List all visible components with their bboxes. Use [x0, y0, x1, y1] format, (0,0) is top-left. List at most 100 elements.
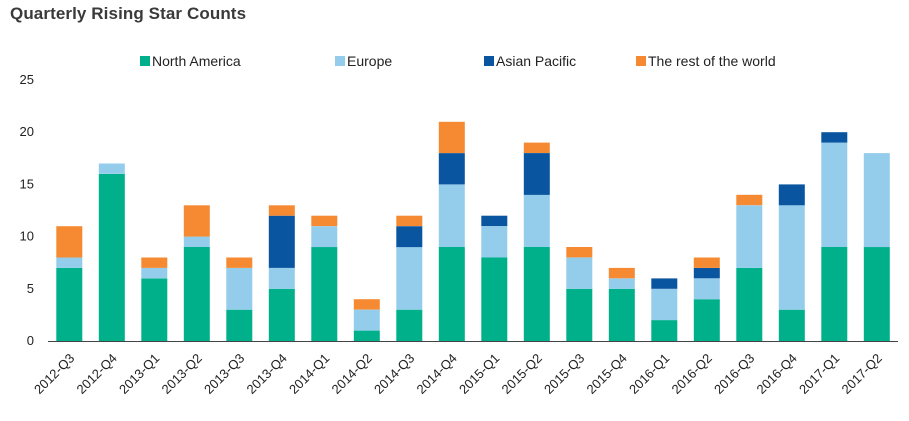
bar-segment — [268, 267, 295, 289]
x-tick-label: 2013-Q4 — [243, 351, 289, 397]
bar-segment — [141, 267, 168, 279]
bar-segment — [141, 278, 168, 341]
bar-segment — [438, 184, 465, 247]
x-tick-label: 2016-Q3 — [711, 351, 757, 397]
bar-segment — [651, 278, 678, 289]
x-tick-label: 2015-Q4 — [583, 351, 629, 397]
bar-segment — [396, 215, 423, 227]
y-tick-label: 25 — [20, 72, 34, 87]
x-tick-label: 2014-Q3 — [371, 351, 417, 397]
bar-segment — [523, 247, 550, 341]
bar-segment — [693, 278, 720, 300]
bar-segment — [183, 236, 210, 247]
bar-segment — [98, 163, 125, 174]
x-tick-label: 2013-Q3 — [201, 351, 247, 397]
bar-segment — [778, 184, 805, 206]
bar-segment — [481, 226, 508, 258]
bar-segment — [608, 288, 635, 341]
chart-title: Quarterly Rising Star Counts — [10, 4, 247, 23]
bar-segment — [651, 288, 678, 321]
legend-item-4: The rest of the world — [636, 53, 776, 69]
bar-segment — [183, 205, 210, 237]
legend-item-1: North America — [140, 53, 241, 69]
bar-segment — [778, 309, 805, 341]
bar-segment — [311, 247, 338, 341]
bar-segment — [353, 309, 380, 331]
bar-segment — [56, 226, 83, 258]
bar-segment — [438, 153, 465, 185]
bar-segment — [438, 247, 465, 341]
bar-segment — [778, 205, 805, 310]
bar-segment — [226, 257, 253, 268]
legend-label: North America — [152, 53, 241, 69]
x-tick-label: 2017-Q2 — [838, 351, 884, 397]
bar-segment — [226, 309, 253, 341]
x-tick-label: 2015-Q3 — [541, 351, 587, 397]
bar-segment — [311, 226, 338, 248]
y-tick-label: 0 — [27, 333, 34, 348]
bar-segment — [438, 121, 465, 154]
x-tick-label: 2014-Q2 — [328, 351, 374, 397]
bar-segment — [56, 257, 83, 268]
bar-segment — [396, 309, 423, 341]
y-tick-label: 5 — [27, 281, 34, 296]
x-tick-label: 2012-Q4 — [73, 351, 119, 397]
y-tick-label: 15 — [20, 176, 34, 191]
bar-segment — [566, 288, 593, 341]
bar-segment — [141, 257, 168, 268]
bar-segment — [523, 153, 550, 195]
bar-segment — [821, 142, 848, 247]
bar-segment — [566, 257, 593, 289]
bar-segment — [736, 194, 763, 206]
x-tick-label: 2016-Q4 — [753, 351, 799, 397]
y-tick-label: 20 — [20, 124, 34, 139]
bar-segment — [693, 299, 720, 341]
x-tick-label: 2016-Q2 — [668, 351, 714, 397]
bar-segment — [821, 247, 848, 341]
legend-swatch — [335, 56, 345, 66]
y-tick-label: 10 — [20, 229, 34, 244]
bar-segment — [268, 215, 295, 268]
bar-segment — [608, 267, 635, 279]
bar-segment — [693, 267, 720, 279]
bar-segment — [523, 194, 550, 247]
legend-label: Europe — [347, 53, 392, 69]
legend-swatch — [484, 56, 494, 66]
x-tick-label: 2014-Q4 — [413, 351, 459, 397]
bar-segment — [608, 278, 635, 289]
bar-segment — [183, 247, 210, 341]
legend-label: The rest of the world — [648, 53, 776, 69]
bar-segment — [736, 267, 763, 341]
bar-segment — [651, 320, 678, 341]
bar-segment — [353, 330, 380, 341]
legend-item-2: Europe — [335, 53, 392, 69]
x-tick-label: 2015-Q2 — [498, 351, 544, 397]
bar-segment — [693, 257, 720, 268]
bar-segment — [396, 226, 423, 248]
legend-label: Asian Pacific — [496, 53, 576, 69]
bar-segment — [863, 153, 890, 248]
bar-segment — [863, 247, 890, 341]
bar-segment — [396, 247, 423, 310]
bar-segment — [98, 174, 125, 341]
bar-segment — [481, 257, 508, 341]
bar-segment — [736, 205, 763, 268]
bar-segment — [566, 247, 593, 258]
x-tick-label: 2012-Q3 — [31, 351, 77, 397]
bar-segment — [821, 132, 848, 143]
x-tick-label: 2014-Q1 — [286, 351, 332, 397]
x-tick-label: 2015-Q1 — [456, 351, 502, 397]
bar-segment — [481, 215, 508, 227]
bar-segment — [311, 215, 338, 227]
bar-segment — [268, 205, 295, 216]
bar-segment — [226, 267, 253, 310]
legend-swatch — [140, 56, 150, 66]
legend-swatch — [636, 56, 646, 66]
bar-segment — [523, 142, 550, 153]
bar-segment — [56, 267, 83, 341]
x-tick-label: 2016-Q1 — [626, 351, 672, 397]
bar-segment — [353, 299, 380, 310]
x-tick-label: 2013-Q2 — [158, 351, 204, 397]
